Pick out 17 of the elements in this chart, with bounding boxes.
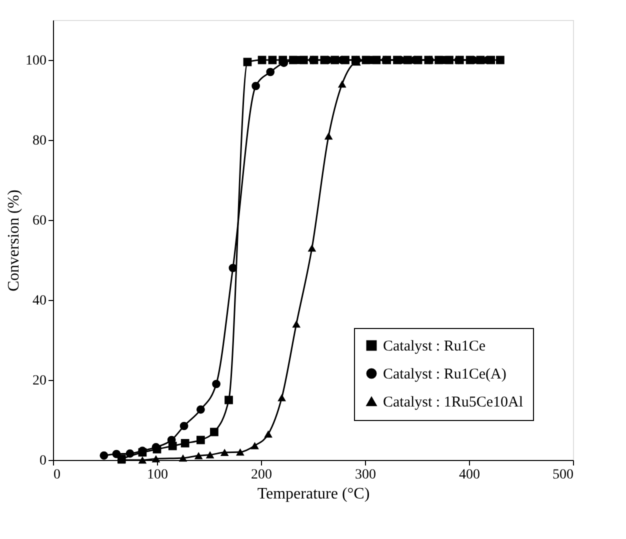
x-tick-label: 400 xyxy=(459,468,480,482)
legend-label: Catalyst : 1Ru5Ce10Al xyxy=(383,394,523,410)
x-axis-title: Temperature (°C) xyxy=(257,486,370,502)
x-tick-label: 200 xyxy=(251,468,272,482)
y-tick-label: 80 xyxy=(32,134,46,148)
y-tick-label: 40 xyxy=(32,294,46,308)
legend-label: Catalyst : Ru1Ce(A) xyxy=(383,366,506,382)
legend-label: Catalyst : Ru1Ce xyxy=(383,338,486,354)
y-tick-label: 0 xyxy=(40,454,46,468)
x-tick-label: 500 xyxy=(552,468,574,482)
x-tick-label: 300 xyxy=(355,468,376,482)
x-tick-label: 100 xyxy=(147,468,168,482)
y-tick-label: 100 xyxy=(26,54,46,68)
x-tick-label: 0 xyxy=(54,468,60,482)
y-tick-label: 20 xyxy=(32,374,46,388)
y-tick-label: 60 xyxy=(32,214,46,228)
y-axis-title: Conversion (%) xyxy=(6,190,22,292)
